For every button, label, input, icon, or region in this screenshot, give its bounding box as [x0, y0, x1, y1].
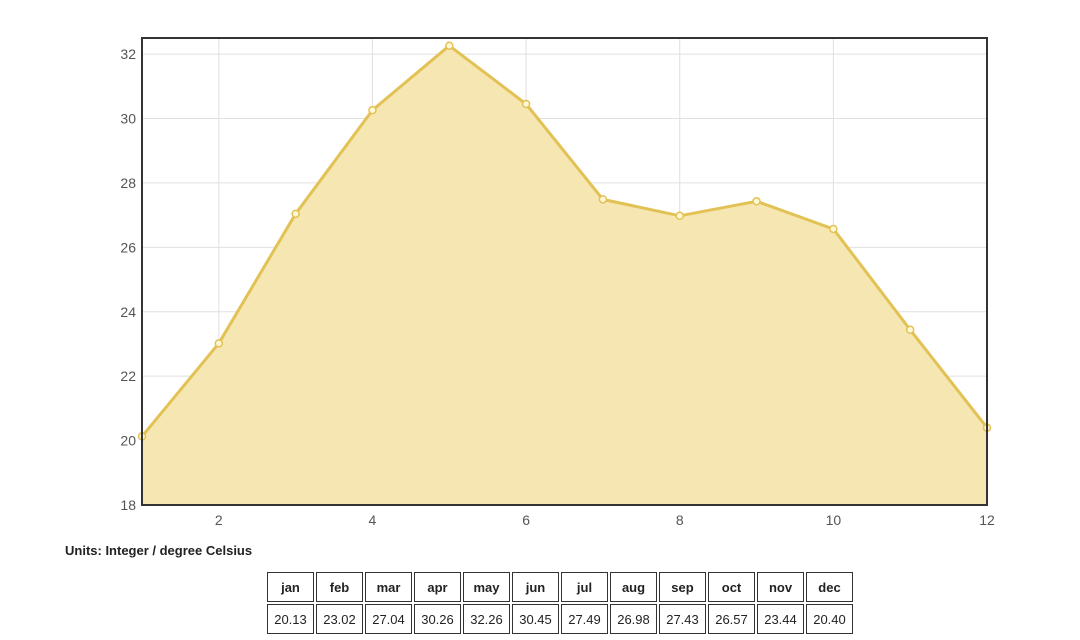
value-cell: 30.45 [512, 604, 559, 634]
data-point [905, 325, 915, 335]
month-header-cell: jan [267, 572, 314, 602]
data-point [445, 41, 454, 50]
month-header-cell: sep [659, 572, 706, 602]
value-cell: 20.40 [806, 604, 853, 634]
value-cell: 30.26 [414, 604, 461, 634]
x-tick-label: 8 [676, 512, 684, 528]
data-point [368, 105, 377, 115]
x-tick-label: 6 [522, 512, 530, 528]
value-cell: 27.49 [561, 604, 608, 634]
area-series [140, 44, 989, 505]
value-cell: 20.13 [267, 604, 314, 634]
month-header-cell: oct [708, 572, 755, 602]
y-tick-label: 32 [120, 46, 136, 62]
value-cell: 27.04 [365, 604, 412, 634]
data-point [521, 99, 531, 109]
y-tick-label: 18 [120, 497, 136, 513]
y-tick-label: 22 [120, 368, 136, 384]
table-header-row: jan feb mar apr may jun jul aug sep oct nov dec [267, 572, 853, 602]
value-cell: 27.43 [659, 604, 706, 634]
month-header-cell: dec [806, 572, 853, 602]
data-point [214, 339, 224, 348]
value-cell: 26.57 [708, 604, 755, 634]
table-value-row: 20.13 23.02 27.04 30.26 32.26 30.45 27.49 26.98… [267, 604, 853, 634]
area-fill [142, 45, 987, 505]
value-cell: 32.26 [463, 604, 510, 634]
month-header-cell: jun [512, 572, 559, 602]
month-header-cell: aug [610, 572, 657, 602]
month-header-cell: jul [561, 572, 608, 602]
monthly-data-table: jan feb mar apr may jun jul aug sep oct nov dec 20.… [265, 570, 855, 636]
data-point [829, 224, 838, 234]
month-header-cell: feb [316, 572, 363, 602]
series-line [140, 44, 989, 438]
y-tick-label: 24 [120, 304, 136, 320]
x-tick-label: 2 [215, 512, 223, 528]
x-tick-label: 12 [979, 512, 995, 528]
data-point [752, 197, 761, 206]
y-tick-label: 28 [120, 175, 136, 191]
value-cell: 26.98 [610, 604, 657, 634]
x-tick-label: 4 [369, 512, 377, 528]
data-point [291, 209, 300, 219]
data-point [675, 211, 684, 221]
month-header-cell: nov [757, 572, 804, 602]
month-header-cell: apr [414, 572, 461, 602]
y-tick-label: 30 [120, 111, 136, 127]
value-cell: 23.44 [757, 604, 804, 634]
units-note: Units: Integer / degree Celsius [65, 543, 253, 558]
y-tick-label: 26 [120, 239, 136, 255]
plot-frame [141, 37, 988, 506]
data-point [598, 195, 608, 204]
x-tick-label: 10 [826, 512, 842, 528]
month-header-cell: mar [365, 572, 412, 602]
y-tick-label: 20 [120, 433, 136, 449]
month-header-cell: may [463, 572, 510, 602]
value-cell: 23.02 [316, 604, 363, 634]
